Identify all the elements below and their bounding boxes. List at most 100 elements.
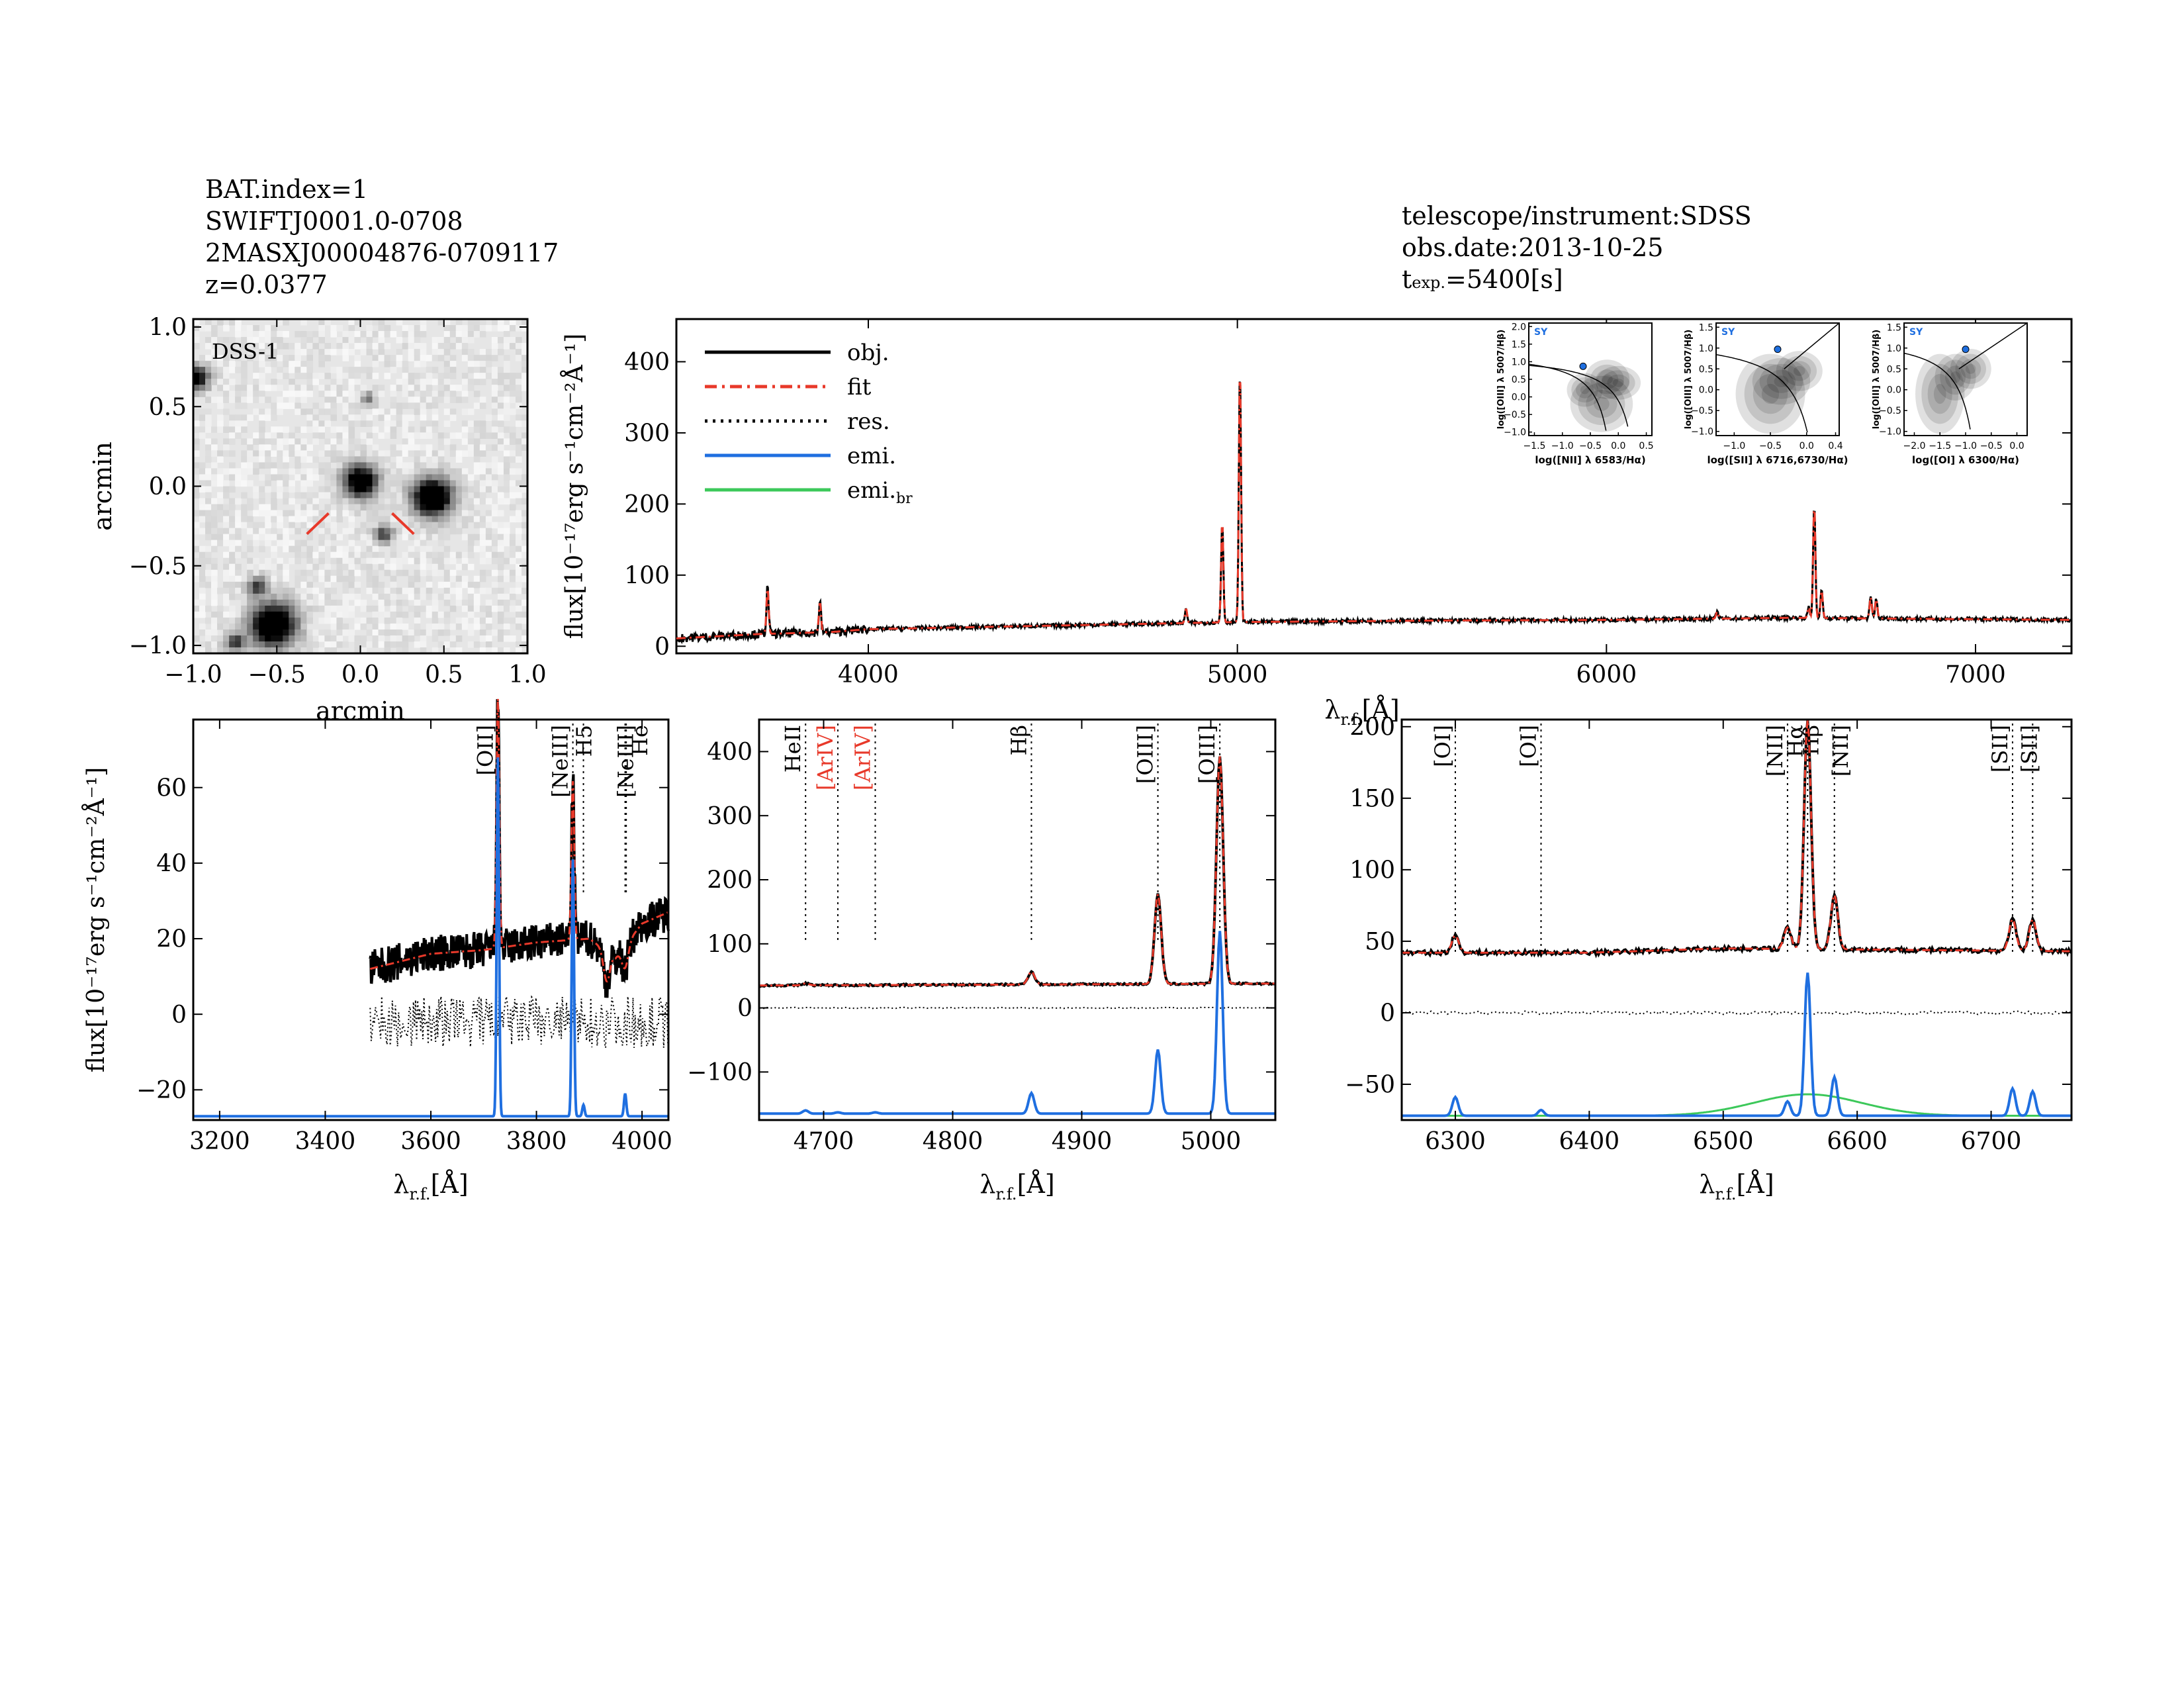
dss-pixel xyxy=(241,623,248,630)
dss-pixel xyxy=(443,432,451,439)
dss-pixel xyxy=(354,599,361,606)
dss-pixel xyxy=(241,391,248,397)
dss-pixel xyxy=(432,611,439,618)
dss-pixel xyxy=(265,456,271,463)
dss-pixel xyxy=(277,623,283,630)
dss-pixel xyxy=(509,575,516,583)
dss-pixel xyxy=(241,438,248,445)
dss-pixel xyxy=(402,641,409,648)
dss-pixel xyxy=(271,402,277,409)
dss-pixel xyxy=(396,641,403,648)
dss-pixel xyxy=(497,498,504,505)
dss-pixel xyxy=(455,516,463,523)
dss-pixel xyxy=(312,629,319,636)
dss-pixel xyxy=(348,337,355,344)
dss-pixel xyxy=(509,391,516,397)
dss-pixel xyxy=(485,486,492,493)
dss-pixel xyxy=(390,516,397,523)
dss-pixel xyxy=(271,510,277,517)
dss-pixel xyxy=(432,635,439,642)
dss-pixel xyxy=(348,325,355,332)
dss-pixel xyxy=(473,581,480,588)
dss-pixel xyxy=(432,456,439,463)
dss-pixel xyxy=(223,623,230,630)
dss-pixel xyxy=(241,367,248,373)
dss-pixel xyxy=(271,641,277,648)
dss-pixel xyxy=(390,367,397,373)
dss-pixel xyxy=(348,581,355,588)
dss-pixel xyxy=(312,343,319,350)
dss-pixel xyxy=(467,611,475,618)
dss-pixel xyxy=(455,528,463,535)
dss-pixel xyxy=(289,367,295,373)
dss-pixel xyxy=(324,402,332,409)
dss-pixel xyxy=(443,343,451,350)
dss-pixel xyxy=(300,373,307,379)
dss-pixel xyxy=(342,408,349,415)
dss-pixel xyxy=(378,468,385,475)
dss-pixel xyxy=(253,462,259,469)
dss-pixel xyxy=(449,373,457,379)
bpt_nii-density-0 xyxy=(1570,375,1633,432)
dss-pixel xyxy=(199,474,206,481)
zoom_oiii-line-label: [OIII] xyxy=(1133,725,1158,784)
dss-pixel xyxy=(420,480,427,487)
dss-pixel xyxy=(199,629,206,636)
dss-pixel xyxy=(503,605,510,612)
dss-pixel xyxy=(295,557,301,565)
dss-pixel xyxy=(426,593,433,600)
dss-pixel xyxy=(283,569,289,577)
dss-pixel xyxy=(348,629,355,636)
dss-pixel xyxy=(509,635,516,642)
dss-pixel xyxy=(503,450,510,457)
dss-pixel xyxy=(324,468,332,475)
dss-pixel xyxy=(241,516,248,523)
zoom_oiii-xtick-label: 4700 xyxy=(794,1128,854,1155)
dss-pixel xyxy=(259,647,265,654)
zoom_ha-ytick-label: 100 xyxy=(1349,857,1395,884)
dss-pixel xyxy=(473,575,480,583)
dss-pixel xyxy=(420,635,427,642)
dss-pixel xyxy=(467,319,475,326)
dss-pixel xyxy=(217,516,224,523)
dss-image xyxy=(193,319,528,654)
zoom_ha-xtick-label: 6700 xyxy=(1961,1128,2022,1155)
dss-pixel xyxy=(366,569,373,577)
dss-pixel xyxy=(372,319,379,326)
dss-pixel xyxy=(300,480,307,487)
dss-pixel xyxy=(372,492,379,499)
dss-pixel xyxy=(360,528,367,535)
dss-pixel xyxy=(485,480,492,487)
dss-pixel xyxy=(420,373,427,379)
dss-pixel xyxy=(437,611,445,618)
dss-pixel xyxy=(223,510,230,517)
dss-pixel xyxy=(348,426,355,433)
dss-pixel xyxy=(289,397,295,403)
dss-pixel xyxy=(408,325,415,332)
dss-pixel xyxy=(473,492,480,499)
dss-pixel xyxy=(235,349,242,355)
dss-pixel xyxy=(378,462,385,469)
dss-pixel xyxy=(426,629,433,636)
dss-pixel xyxy=(253,432,259,439)
dss-pixel xyxy=(426,468,433,475)
dss-pixel xyxy=(432,504,439,511)
bpt_oi-density-1 xyxy=(1945,365,1966,389)
dss-pixel xyxy=(390,528,397,535)
dss-pixel xyxy=(271,599,277,606)
dss-pixel xyxy=(253,599,259,606)
dss-pixel xyxy=(247,468,253,475)
dss-pixel xyxy=(277,450,283,457)
dss-pixel xyxy=(497,391,504,397)
dss-pixel xyxy=(402,534,409,541)
dss-pixel xyxy=(271,611,277,618)
dss-pixel xyxy=(432,468,439,475)
dss-pixel xyxy=(503,575,510,583)
dss-pixel xyxy=(247,444,253,451)
dss-pixel xyxy=(277,599,283,606)
dss-pixel xyxy=(312,492,319,499)
dss-pixel xyxy=(437,522,445,529)
bpt_oi-ytick-label: 1.0 xyxy=(1887,344,1901,354)
dss-pixel xyxy=(259,510,265,517)
dss-pixel xyxy=(396,355,403,361)
